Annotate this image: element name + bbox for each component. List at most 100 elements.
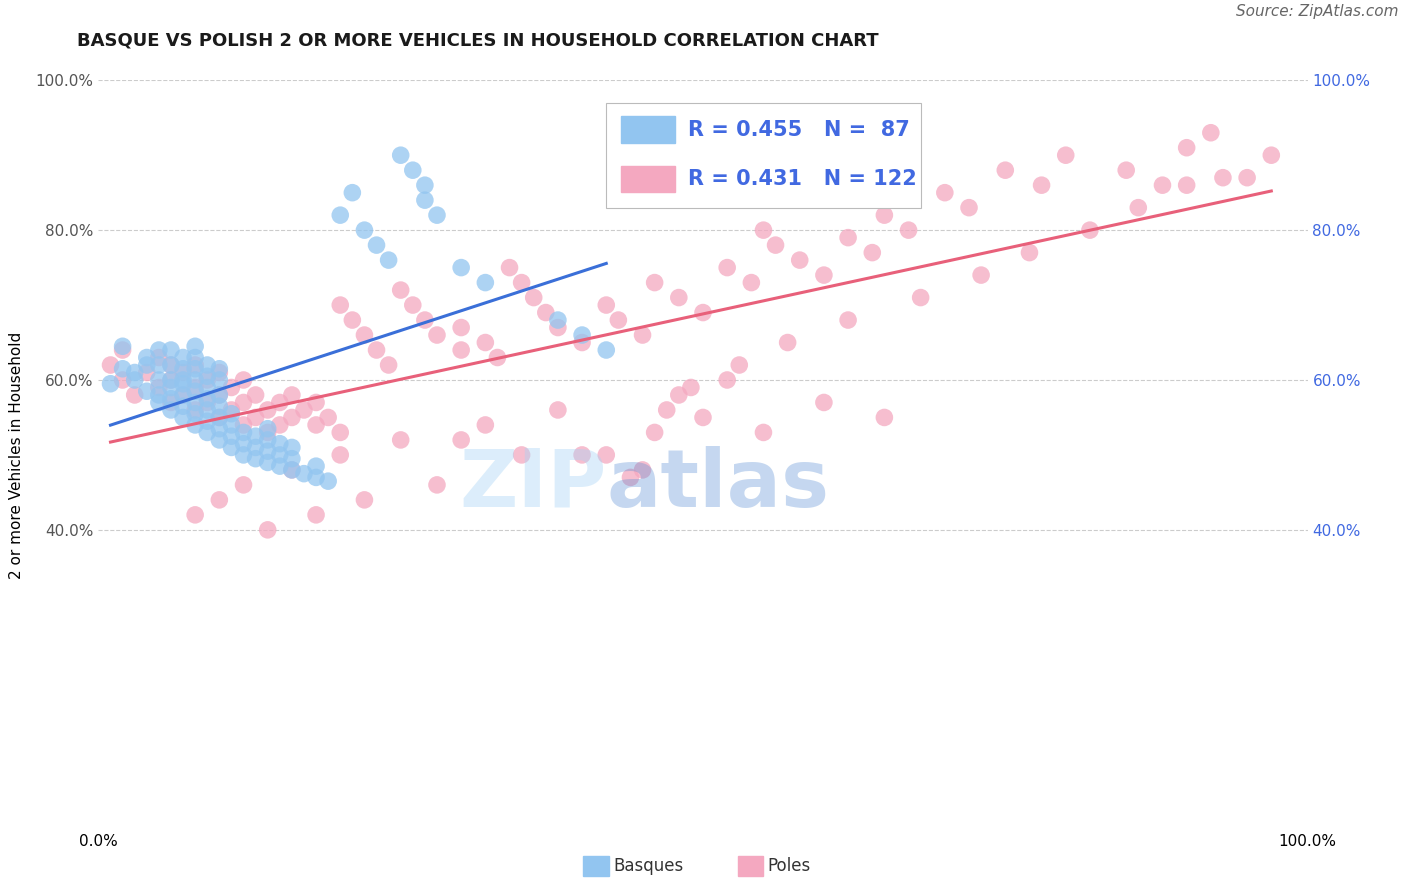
Point [111, 343, 134, 357]
Point [329, 298, 352, 312]
Point [135, 366, 157, 380]
Point [655, 403, 678, 417]
Point [1078, 223, 1101, 237]
Point [160, 380, 183, 394]
Point [232, 417, 254, 432]
Point [184, 339, 207, 353]
Point [232, 478, 254, 492]
Point [860, 245, 883, 260]
Point [100, 358, 122, 372]
Point [571, 328, 593, 343]
Point [329, 448, 352, 462]
Point [1054, 148, 1077, 162]
Point [256, 433, 278, 447]
Point [474, 335, 496, 350]
Point [184, 508, 207, 522]
Point [305, 459, 328, 474]
Point [389, 148, 412, 162]
Point [571, 335, 593, 350]
Point [184, 373, 207, 387]
Point [510, 276, 533, 290]
Point [160, 403, 183, 417]
Point [413, 193, 436, 207]
Point [148, 358, 170, 372]
Point [740, 276, 762, 290]
Point [172, 388, 194, 402]
Point [631, 463, 654, 477]
Point [377, 253, 399, 268]
Point [184, 358, 207, 372]
Point [245, 441, 267, 455]
Text: Poles: Poles [768, 857, 811, 875]
Point [232, 448, 254, 462]
Point [316, 410, 339, 425]
Point [281, 410, 304, 425]
Point [329, 425, 352, 440]
Point [148, 395, 170, 409]
Point [486, 351, 509, 365]
Point [135, 384, 157, 399]
Point [269, 459, 291, 474]
Point [1175, 141, 1198, 155]
Point [765, 238, 787, 252]
Point [1152, 178, 1174, 193]
Point [607, 313, 630, 327]
Point [172, 410, 194, 425]
Point [595, 343, 617, 357]
Point [510, 448, 533, 462]
Point [221, 380, 243, 394]
Point [269, 436, 291, 450]
Point [256, 455, 278, 469]
Point [813, 268, 835, 282]
Point [208, 492, 231, 507]
Point [148, 343, 170, 357]
Point [353, 223, 375, 237]
Point [498, 260, 520, 275]
Point [547, 320, 569, 334]
Point [111, 373, 134, 387]
Point [245, 429, 267, 443]
Point [1175, 178, 1198, 193]
Point [221, 417, 243, 432]
Point [111, 339, 134, 353]
Point [595, 298, 617, 312]
Point [232, 425, 254, 440]
Point [450, 343, 472, 357]
Point [389, 433, 412, 447]
Point [692, 305, 714, 319]
Point [160, 343, 183, 357]
Point [208, 433, 231, 447]
Point [631, 328, 654, 343]
Point [160, 373, 183, 387]
Point [1128, 201, 1150, 215]
Point [619, 470, 641, 484]
Point [450, 433, 472, 447]
Point [1018, 245, 1040, 260]
Point [172, 388, 194, 402]
Point [1115, 163, 1137, 178]
Point [221, 429, 243, 443]
Point [837, 313, 859, 327]
Point [208, 373, 231, 387]
Point [148, 380, 170, 394]
Point [450, 320, 472, 334]
Point [221, 407, 243, 421]
FancyBboxPatch shape [606, 103, 921, 208]
Point [256, 422, 278, 436]
Point [100, 376, 122, 391]
Text: Basques: Basques [613, 857, 683, 875]
Point [281, 463, 304, 477]
Point [148, 351, 170, 365]
Text: atlas: atlas [606, 446, 830, 524]
Point [329, 208, 352, 222]
Point [873, 208, 896, 222]
Point [426, 328, 449, 343]
Point [160, 395, 183, 409]
Point [281, 463, 304, 477]
Point [148, 388, 170, 402]
Point [135, 358, 157, 372]
Point [160, 358, 183, 372]
Point [195, 392, 218, 406]
Point [124, 366, 146, 380]
Point [1260, 148, 1282, 162]
